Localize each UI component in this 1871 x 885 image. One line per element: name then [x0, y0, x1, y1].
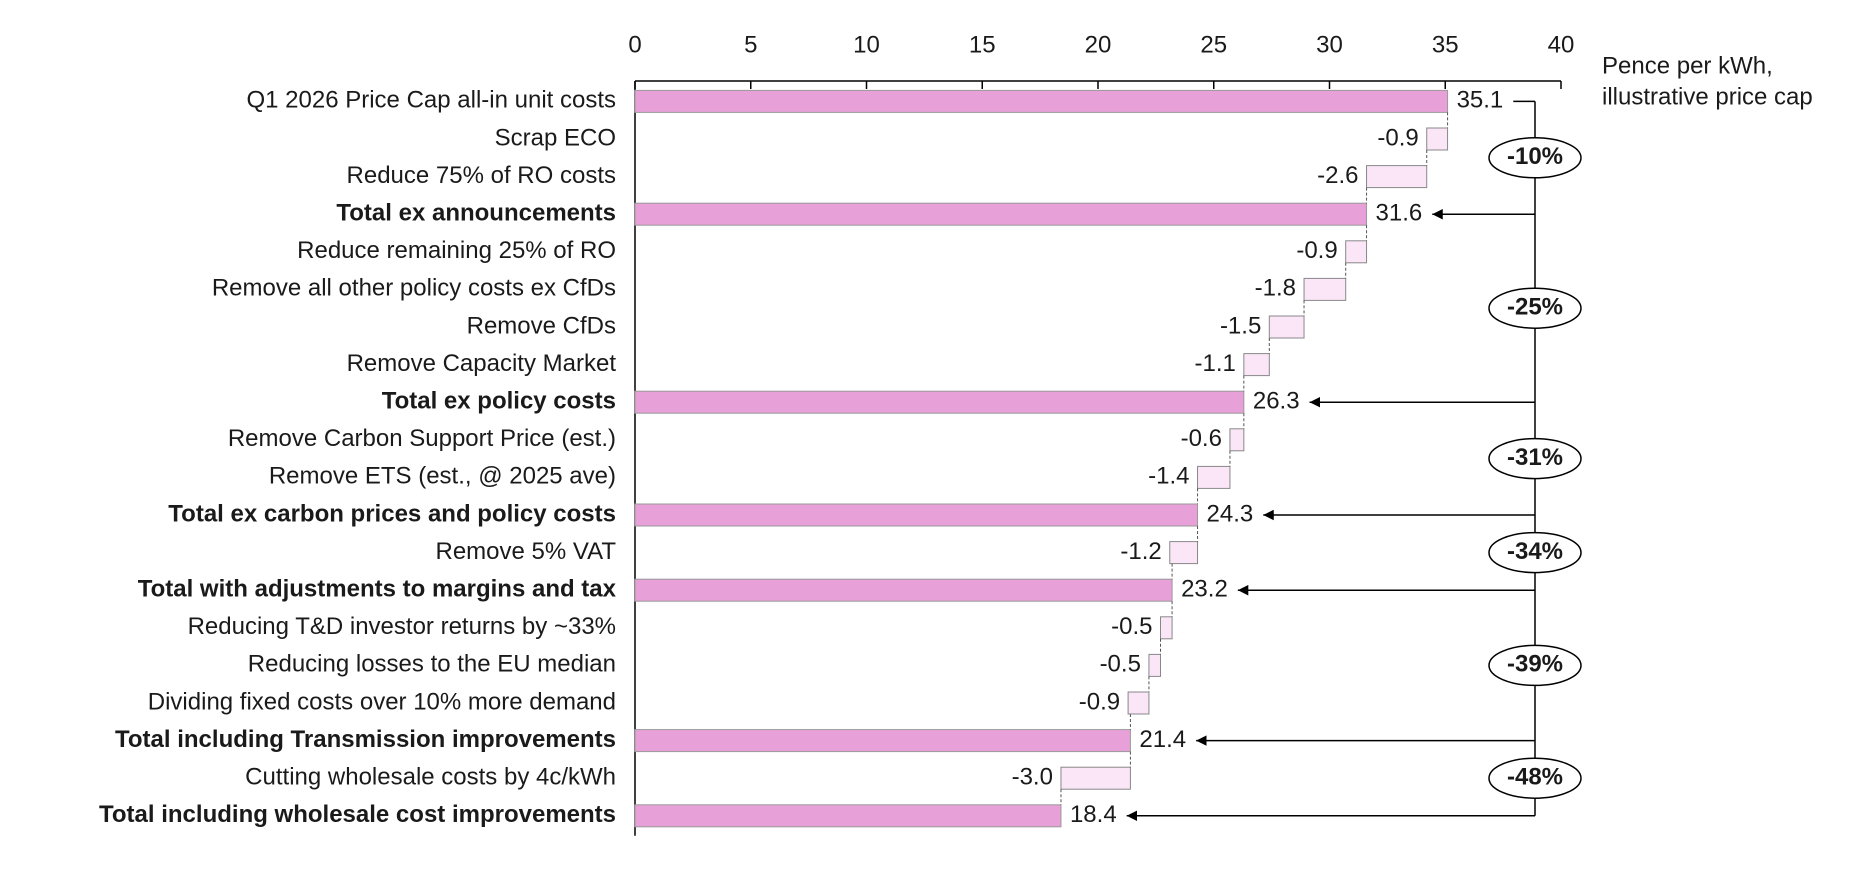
category-label: Reduce 75% of RO costs: [347, 162, 616, 189]
category-label: Cutting wholesale costs by 4c/kWh: [245, 764, 616, 791]
category-label: Remove Capacity Market: [347, 350, 617, 377]
value-label: 23.2: [1181, 576, 1228, 603]
category-label: Remove 5% VAT: [435, 538, 616, 565]
value-label: -0.6: [1181, 425, 1222, 452]
category-label: Total ex carbon prices and policy costs: [168, 500, 616, 527]
category-label: Total ex policy costs: [382, 388, 616, 415]
category-label: Scrap ECO: [495, 124, 616, 151]
value-label: 24.3: [1207, 500, 1254, 527]
x-tick-label: 10: [853, 31, 880, 58]
annotation-badge: [1488, 531, 1582, 574]
category-label: Q1 2026 Price Cap all-in unit costs: [246, 87, 616, 114]
value-label: 21.4: [1139, 726, 1186, 753]
annotation: -25%: [1507, 294, 1563, 321]
value-label: -0.9: [1377, 124, 1418, 151]
category-label: Reducing losses to the EU median: [248, 651, 616, 678]
total-bar: [634, 729, 1131, 753]
change-bar: [1345, 240, 1368, 264]
category-label: Remove Carbon Support Price (est.): [228, 425, 616, 452]
change-bar: [1148, 653, 1162, 677]
category-label: Total ex announcements: [336, 200, 616, 227]
x-tick-label: 25: [1200, 31, 1227, 58]
annotation: -48%: [1507, 764, 1563, 791]
value-label: -1.1: [1194, 350, 1235, 377]
value-label: 31.6: [1376, 200, 1423, 227]
axis-label: Pence per kWh,: [1602, 52, 1773, 79]
category-label: Remove ETS (est., @ 2025 ave): [269, 463, 616, 490]
annotation: -31%: [1507, 444, 1563, 471]
total-bar: [634, 804, 1062, 828]
value-label: -0.5: [1100, 651, 1141, 678]
change-bar: [1060, 766, 1131, 790]
value-label: 18.4: [1070, 801, 1117, 828]
x-tick-label: 20: [1085, 31, 1112, 58]
annotation-badge: [1488, 137, 1582, 179]
change-bar: [1229, 428, 1245, 452]
value-label: -3.0: [1012, 764, 1053, 791]
value-label: -0.9: [1296, 237, 1337, 264]
change-bar: [1243, 353, 1270, 377]
change-bar: [1303, 277, 1347, 301]
value-label: -1.2: [1120, 538, 1161, 565]
annotation: -34%: [1507, 538, 1563, 565]
x-tick-label: 0: [628, 31, 641, 58]
value-label: -0.9: [1079, 688, 1120, 715]
value-label: -1.8: [1255, 275, 1296, 302]
value-label: -1.5: [1220, 312, 1261, 339]
x-tick-label: 30: [1316, 31, 1343, 58]
category-label: Remove CfDs: [467, 312, 616, 339]
value-label: -2.6: [1317, 162, 1358, 189]
x-tick-label: 35: [1432, 31, 1459, 58]
change-bar: [1127, 691, 1150, 715]
total-bar: [634, 202, 1368, 226]
category-label: Total including wholesale cost improveme…: [99, 801, 616, 828]
annotation: -39%: [1507, 651, 1563, 678]
change-bar: [1169, 541, 1199, 565]
total-bar: [634, 89, 1449, 113]
change-bar: [1268, 315, 1305, 339]
annotation-badge: [1488, 757, 1582, 799]
change-bar: [1366, 165, 1428, 189]
change-bar: [1426, 127, 1449, 151]
annotation: -10%: [1507, 143, 1563, 170]
category-label: Dividing fixed costs over 10% more deman…: [148, 688, 616, 715]
axis-label: illustrative price cap: [1602, 83, 1813, 110]
category-label: Remove all other policy costs ex CfDs: [212, 275, 616, 302]
value-label: 35.1: [1457, 87, 1504, 114]
total-bar: [634, 503, 1199, 527]
value-label: -0.5: [1111, 613, 1152, 640]
category-label: Total with adjustments to margins and ta…: [138, 576, 617, 603]
x-tick-label: 40: [1548, 31, 1575, 58]
total-bar: [634, 578, 1173, 602]
category-label: Total including Transmission improvement…: [115, 726, 616, 753]
change-bar: [1160, 616, 1173, 640]
annotation-badge: [1488, 287, 1582, 329]
annotation-badge: [1488, 437, 1582, 480]
value-label: 26.3: [1253, 388, 1300, 415]
x-tick-label: 15: [969, 31, 996, 58]
x-tick-label: 5: [744, 31, 757, 58]
value-label: -1.4: [1148, 463, 1189, 490]
annotation-badge: [1488, 644, 1582, 687]
change-bar: [1197, 465, 1231, 489]
total-bar: [634, 390, 1245, 414]
category-label: Reducing T&D investor returns by ~33%: [188, 613, 616, 640]
category-label: Reduce remaining 25% of RO: [297, 237, 616, 264]
